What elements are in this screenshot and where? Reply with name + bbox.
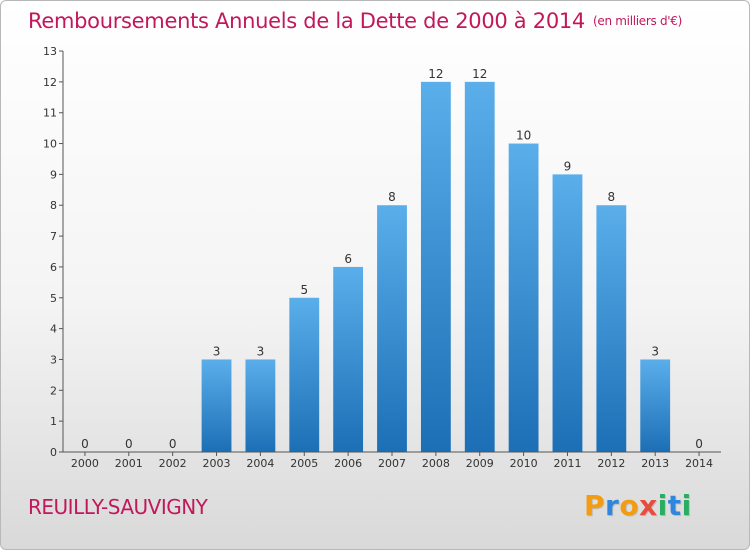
x-tick-label: 2010 — [510, 457, 538, 470]
y-tick-label: 13 — [43, 45, 57, 58]
y-tick-label: 4 — [50, 323, 57, 336]
data-label: 8 — [388, 190, 396, 204]
data-label: 12 — [428, 67, 443, 81]
y-tick-label: 2 — [50, 384, 57, 397]
x-tick-label: 2004 — [246, 457, 274, 470]
y-tick-label: 10 — [43, 138, 57, 151]
y-tick-label: 3 — [50, 353, 57, 366]
x-axis: 2000 2001 2002 2003 2004 2005 2006 2007 2008 2009… — [63, 451, 721, 470]
logo-letter: P — [584, 489, 606, 522]
y-tick-label: 9 — [50, 168, 57, 181]
bar-2003 — [201, 359, 232, 452]
x-tick-label: 2008 — [422, 457, 450, 470]
data-label: 3 — [651, 344, 659, 358]
logo-letter: r — [605, 489, 620, 522]
bar-2008 — [420, 81, 451, 452]
bar-2010 — [508, 143, 539, 453]
data-label: 6 — [344, 252, 352, 266]
logo-letter: x — [639, 489, 658, 522]
logo-letter: o — [619, 489, 640, 522]
bar-2011 — [552, 174, 583, 452]
chart-title: Remboursements Annuels de la Dette de 20… — [28, 9, 682, 33]
y-tick-label: 7 — [50, 230, 57, 243]
x-tick-label: 2009 — [466, 457, 494, 470]
logo-letter: i — [681, 489, 692, 522]
y-tick-label: 12 — [43, 76, 57, 89]
bar-2004 — [245, 359, 276, 452]
x-tick-label: 2005 — [290, 457, 318, 470]
bar-2013 — [640, 359, 671, 452]
data-label: 3 — [213, 344, 221, 358]
x-tick-label: 2001 — [115, 457, 143, 470]
proxiti-logo: Proxiti — [584, 489, 692, 522]
y-tick-label: 0 — [50, 446, 57, 459]
bars: 0 0 0 3 3 5 6 8 12 12 10 9 8 3 0 — [81, 67, 703, 453]
x-tick-label: 2007 — [378, 457, 406, 470]
bar-2012 — [596, 205, 627, 452]
bar-2009 — [464, 81, 495, 452]
data-label: 0 — [169, 437, 177, 451]
data-label: 5 — [300, 283, 308, 297]
data-label: 0 — [81, 437, 89, 451]
data-label: 3 — [257, 344, 265, 358]
y-tick-label: 1 — [50, 415, 57, 428]
data-label: 8 — [608, 190, 616, 204]
x-tick-label: 2000 — [71, 457, 99, 470]
bar-2005 — [289, 297, 320, 452]
logo-letter: i — [657, 489, 668, 522]
commune-name: REUILLY-SAUVIGNY — [28, 495, 208, 519]
x-tick-label: 2002 — [159, 457, 187, 470]
x-tick-label: 2003 — [203, 457, 231, 470]
chart-unit: (en milliers d'€) — [593, 14, 683, 28]
bar-2007 — [377, 205, 407, 452]
y-tick-label: 6 — [50, 261, 57, 274]
data-label: 10 — [516, 129, 531, 143]
data-label: 0 — [695, 437, 703, 451]
x-tick-label: 2011 — [553, 457, 581, 470]
y-tick-label: 8 — [50, 199, 57, 212]
bar-2006 — [333, 266, 364, 452]
x-tick-label: 2013 — [641, 457, 669, 470]
y-tick-label: 11 — [43, 107, 57, 120]
data-label: 12 — [472, 67, 487, 81]
y-tick-label: 5 — [50, 292, 57, 305]
data-label: 9 — [564, 159, 572, 173]
x-tick-label: 2014 — [685, 457, 713, 470]
data-label: 0 — [125, 437, 133, 451]
logo-letter: t — [667, 489, 682, 522]
chart-title-text: Remboursements Annuels de la Dette de 20… — [28, 9, 585, 33]
x-tick-label: 2012 — [597, 457, 625, 470]
x-tick-label: 2006 — [334, 457, 362, 470]
